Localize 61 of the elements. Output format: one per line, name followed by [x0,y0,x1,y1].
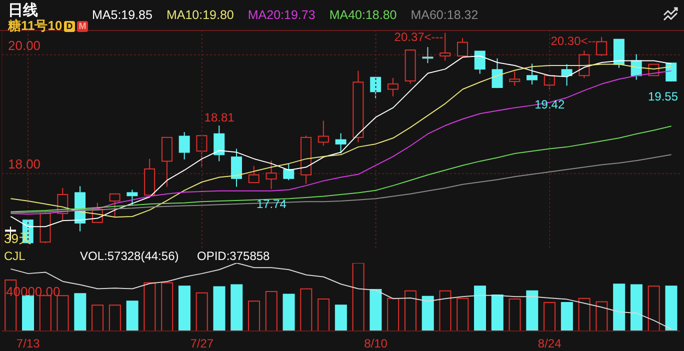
annotation: CJL [4,249,26,263]
annotation: OPID:375858 [197,249,270,263]
bar [544,302,556,331]
y-tick-label: 18.00 [8,156,41,172]
bar [22,295,34,331]
bar [508,298,521,331]
bar [665,286,678,331]
bar [352,263,364,331]
bar [92,304,104,331]
bar [404,290,416,331]
bar [56,295,69,331]
bar [74,293,86,331]
bar [126,300,138,331]
bar [334,304,347,331]
bar [161,282,174,331]
bar [630,284,642,331]
bar [456,298,469,331]
annotation: 17.74 [256,197,287,212]
x-tick-label: 7/13 [16,336,40,351]
bar [370,289,382,331]
text: MA20:19.73 [248,8,316,22]
bar [526,290,538,331]
annotation: 20.37<--- [394,30,444,44]
bar [108,304,121,331]
bar [300,288,312,331]
bar [178,286,190,331]
bar [613,284,626,331]
annotation: VOL:57328(44:56) [80,249,179,263]
annotation: 20.30<--- [550,34,600,48]
bar [648,286,660,331]
text: MA60:18.32 [410,8,478,22]
x-tick-label: 8/10 [364,336,388,351]
bar [439,290,452,331]
annotation: 19.55 [648,90,678,104]
text: M [76,20,88,32]
text: MA40:18.80 [329,8,397,22]
bar [596,301,608,331]
bar [248,300,260,331]
y-tick-label: 20.00 [8,38,41,53]
x-tick-label: 8/24 [538,336,562,351]
bar [282,294,295,331]
bar [474,286,486,331]
bar [560,302,573,331]
text: D [64,20,75,32]
bar [265,291,278,331]
bar [144,282,156,331]
bar [578,298,590,331]
bar [318,298,330,331]
chart-subtitle: 糖11号10 [8,18,62,35]
bar [196,292,208,331]
text: MA5:19.85 [92,8,152,22]
x-tick-label: 7/27 [190,336,214,351]
text: MA10:19.80 [166,8,234,22]
bar [39,295,52,331]
bar [422,296,434,331]
bar [230,284,243,331]
annotation: 18.81 [204,110,235,125]
bar [387,298,400,331]
bar [213,286,226,331]
chart-title: 日线 [8,1,38,19]
bar [491,294,504,331]
